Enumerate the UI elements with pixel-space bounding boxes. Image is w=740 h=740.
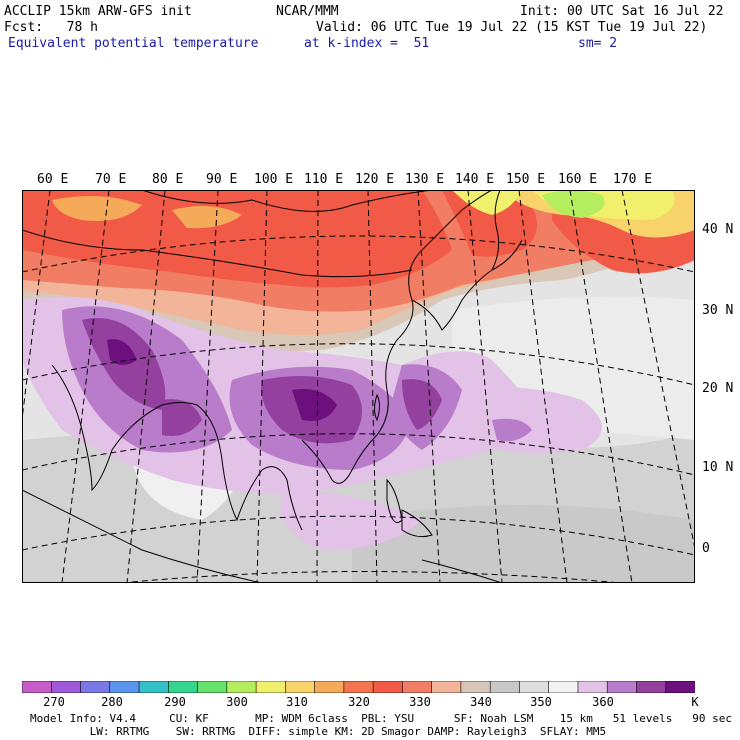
colorbar-swatch (138, 681, 170, 693)
field-region (22, 190, 452, 288)
colorbar-swatch (402, 681, 433, 693)
colorbar-tick: 330 (409, 695, 431, 709)
colorbar-swatch (548, 681, 579, 693)
colorbar-swatch (636, 681, 667, 693)
colorbar-swatch (50, 681, 82, 693)
colorbar-swatch (80, 681, 111, 693)
colorbar-swatch (197, 681, 228, 693)
model-info-line2: LW: RRTMG SW: RRTMG DIFF: simple KM: 2D … (30, 725, 607, 738)
model-title: ACCLIP 15km ARW-GFS init (4, 4, 192, 19)
colorbar-tick: 310 (286, 695, 308, 709)
field-region (280, 490, 422, 550)
colorbar-swatch (168, 681, 199, 693)
lon-label: 130 E (405, 172, 445, 187)
lon-label: 100 E (254, 172, 294, 187)
theta-e-map (22, 190, 695, 583)
field-region (542, 190, 605, 218)
colorbar-tick: 300 (226, 695, 248, 709)
lon-label: 60 E (37, 172, 69, 187)
colorbar-swatch (489, 681, 521, 693)
level-label: at k-index = 51 (304, 36, 430, 51)
lon-label: 160 E (558, 172, 598, 187)
colorbar-swatch (519, 681, 550, 693)
lat-label: 40 N (702, 222, 734, 237)
lon-label: 170 E (613, 172, 653, 187)
lon-label: 140 E (455, 172, 495, 187)
colorbar-swatch (22, 681, 53, 693)
lon-label: 110 E (304, 172, 344, 187)
lon-label: 80 E (152, 172, 184, 187)
colorbar-unit: K (691, 695, 699, 709)
model-info-line1: Model Info: V4.4 CU: KF MP: WDM 6class P… (30, 712, 732, 725)
forecast-hour: Fcst: 78 h (4, 20, 98, 35)
colorbar (22, 681, 695, 693)
colorbar-swatch (372, 681, 404, 693)
colorbar-tick: 280 (101, 695, 123, 709)
lon-label: 120 E (355, 172, 395, 187)
colorbar-tick: 270 (43, 695, 65, 709)
coastlines (22, 190, 523, 583)
field-region (492, 418, 532, 442)
field-region (402, 379, 442, 430)
lon-label: 90 E (206, 172, 238, 187)
colorbar-tick: 290 (164, 695, 186, 709)
colorbar-tick: 340 (470, 695, 492, 709)
organization-label: NCAR/MMM (276, 4, 339, 19)
colorbar-tick: 320 (348, 695, 370, 709)
field-region (172, 206, 242, 229)
field-region (452, 190, 522, 215)
colorbar-swatch (314, 681, 345, 693)
lon-label: 70 E (95, 172, 127, 187)
lon-label: 150 E (506, 172, 546, 187)
colorbar-tick: 350 (530, 695, 552, 709)
colorbar-swatch (285, 681, 316, 693)
colorbar-swatch (460, 681, 491, 693)
field-region (442, 386, 602, 454)
field-region (52, 196, 142, 221)
colorbar-swatch (109, 681, 140, 693)
init-time: Init: 00 UTC Sat 16 Jul 22 (520, 4, 724, 19)
lat-label: 10 N (702, 460, 734, 475)
field-region (162, 399, 202, 436)
field-name: Equivalent potential temperature (8, 36, 259, 51)
colorbar-tick: 360 (592, 695, 614, 709)
lat-label: 0 (702, 541, 710, 556)
field-region (107, 339, 137, 365)
field-region (352, 505, 695, 583)
colorbar-swatch (577, 681, 609, 693)
smoothing-label: sm= 2 (578, 36, 618, 51)
graticule (22, 190, 695, 583)
colorbar-swatch (226, 681, 257, 693)
valid-time: Valid: 06 UTC Tue 19 Jul 22 (15 KST Tue … (316, 20, 708, 35)
colorbar-swatch (431, 681, 462, 693)
map-border (22, 190, 695, 583)
colorbar-swatch (343, 681, 374, 693)
colorbar-swatch (665, 681, 695, 693)
lat-label: 20 N (702, 381, 734, 396)
field-region (292, 389, 337, 421)
colorbar-swatch (255, 681, 287, 693)
colorbar-swatch (606, 681, 638, 693)
lat-label: 30 N (702, 303, 734, 318)
